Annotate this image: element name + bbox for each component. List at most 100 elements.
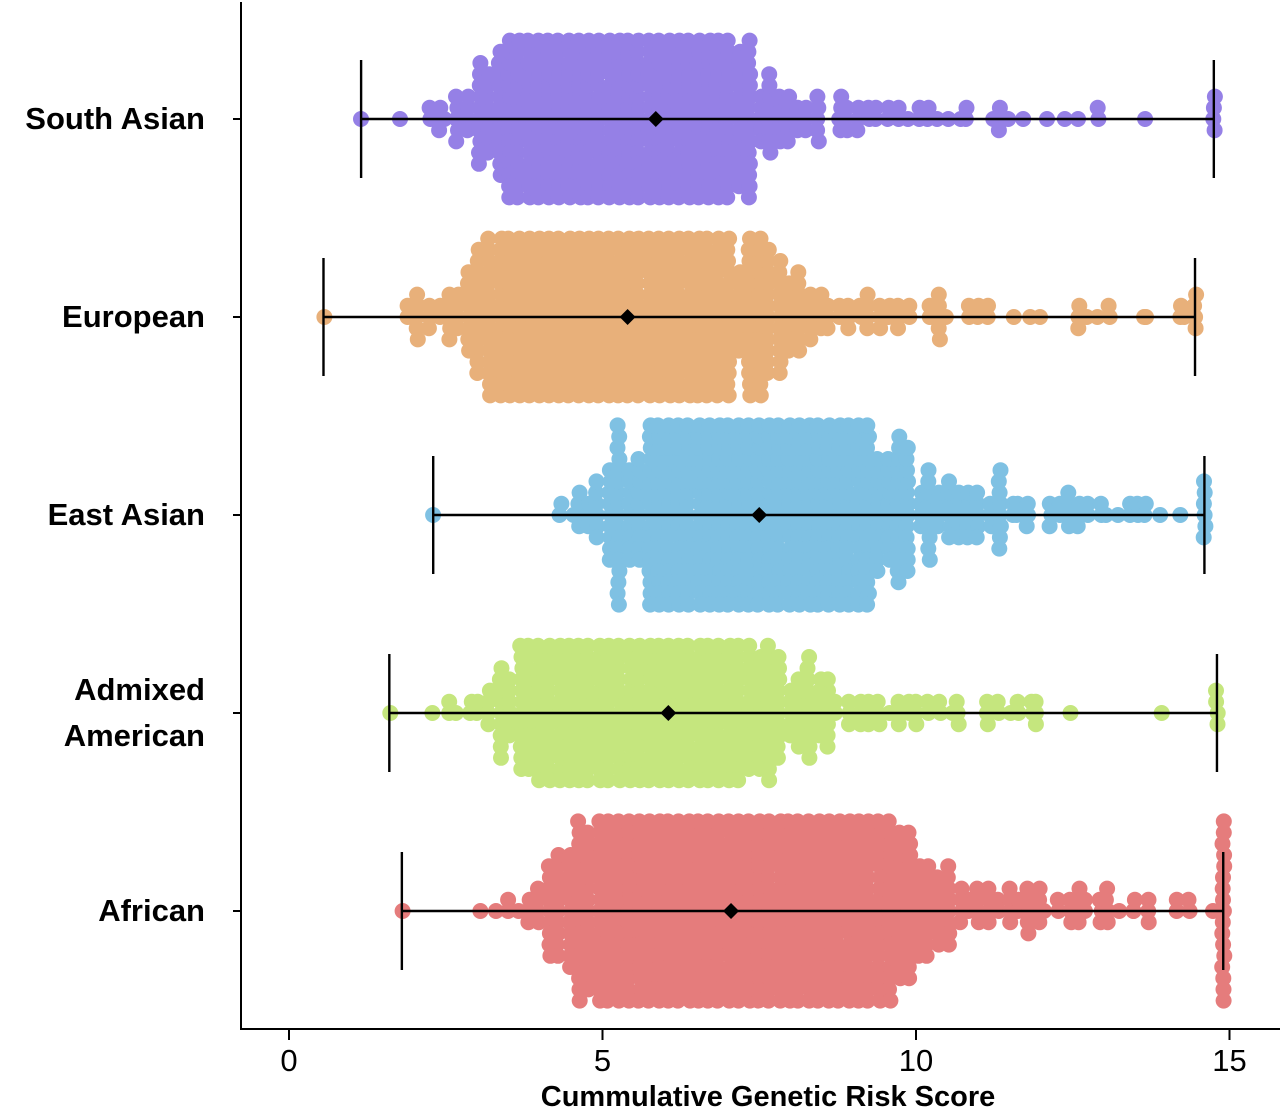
data-point	[610, 540, 627, 557]
data-point	[730, 858, 747, 875]
data-point	[899, 563, 916, 579]
data-point	[760, 992, 777, 1009]
data-point	[769, 596, 786, 613]
data-point	[859, 495, 876, 512]
data-point	[840, 693, 857, 710]
x-tick-label: 0	[280, 1043, 297, 1078]
data-point	[550, 847, 567, 863]
data-point	[780, 451, 797, 467]
data-point	[1070, 320, 1087, 337]
data-point	[900, 824, 917, 841]
data-point	[588, 473, 605, 490]
data-point	[420, 320, 437, 337]
data-point	[771, 671, 788, 688]
data-point	[930, 286, 947, 303]
data-point	[867, 99, 884, 116]
data-point	[1215, 813, 1232, 830]
data-point	[679, 417, 696, 434]
data-point	[599, 925, 616, 942]
data-point	[690, 133, 707, 150]
data-point	[770, 649, 787, 665]
data-point	[493, 660, 510, 677]
data-point	[760, 936, 777, 953]
data-point	[470, 155, 487, 172]
data-point	[860, 835, 877, 852]
data-point	[590, 144, 607, 161]
data-point	[729, 660, 746, 677]
data-point	[781, 88, 798, 105]
data-point	[1027, 716, 1044, 733]
data-point	[791, 342, 808, 359]
data-point	[469, 320, 486, 337]
data-point	[1002, 914, 1019, 931]
data-point	[670, 88, 687, 105]
data-point	[779, 133, 796, 150]
data-point	[908, 716, 925, 733]
data-point	[900, 959, 917, 975]
data-point	[921, 551, 938, 568]
data-point	[1140, 891, 1157, 908]
data-point	[759, 342, 776, 359]
data-point	[670, 880, 687, 897]
data-point	[920, 99, 937, 116]
data-point	[560, 264, 577, 281]
data-point	[838, 99, 855, 116]
data-point	[550, 55, 567, 71]
data-point	[610, 596, 627, 613]
data-point	[830, 992, 847, 1009]
data-point	[1049, 891, 1066, 908]
data-point	[409, 331, 426, 348]
data-point	[470, 297, 487, 314]
data-point	[630, 77, 647, 94]
data-point	[680, 682, 697, 699]
data-point	[549, 869, 566, 886]
data-point	[742, 88, 759, 105]
data-point	[650, 155, 667, 172]
data-point	[939, 869, 956, 886]
data-point	[770, 693, 787, 710]
data-point	[640, 772, 657, 789]
data-point	[941, 473, 957, 490]
data-point	[450, 297, 467, 314]
data-point	[540, 342, 557, 359]
data-point	[789, 992, 806, 1009]
data-point	[749, 596, 766, 613]
data-point	[1060, 484, 1077, 501]
data-point	[492, 738, 509, 755]
data-point	[761, 66, 778, 83]
data-point	[920, 858, 937, 875]
data-point	[752, 230, 769, 247]
data-point	[869, 693, 886, 710]
data-point	[752, 387, 769, 404]
data-point	[579, 891, 596, 908]
data-point	[749, 518, 766, 535]
data-point	[929, 891, 946, 908]
data-point	[1099, 914, 1116, 931]
data-point	[509, 189, 526, 206]
data-point	[501, 671, 518, 688]
data-point	[809, 417, 826, 434]
data-point	[820, 869, 837, 886]
data-point	[902, 847, 919, 863]
data-point	[680, 772, 697, 789]
data-point	[460, 99, 476, 116]
data-point	[989, 693, 1006, 710]
category-label: European	[62, 299, 205, 334]
data-point	[950, 716, 967, 733]
data-point	[839, 540, 856, 557]
data-point	[481, 253, 497, 269]
data-point	[579, 824, 596, 841]
data-point	[540, 682, 557, 699]
data-point	[610, 649, 627, 665]
data-point	[511, 264, 528, 281]
data-point	[679, 637, 696, 654]
data-point	[898, 518, 915, 535]
data-point	[500, 230, 517, 247]
data-point	[441, 331, 458, 348]
data-point	[980, 297, 996, 314]
data-point	[709, 959, 726, 975]
data-point	[449, 320, 466, 337]
data-point	[630, 738, 647, 755]
mean-marker	[751, 507, 768, 523]
